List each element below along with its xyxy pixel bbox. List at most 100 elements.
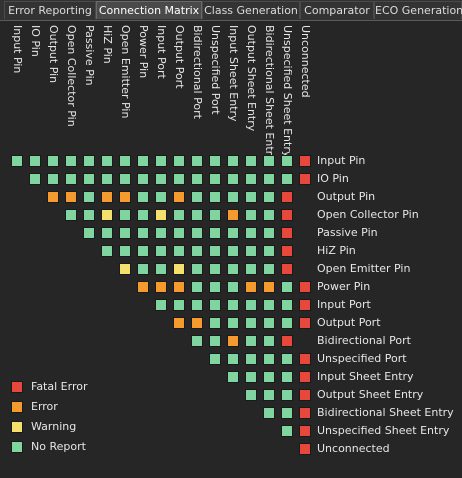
matrix-cell-input-port-input-port[interactable]: [155, 299, 167, 311]
matrix-cell-io-pin-open-emitter-pin[interactable]: [119, 173, 131, 185]
matrix-cell-output-pin-input-port[interactable]: [155, 191, 167, 203]
matrix-cell-passive-pin-output-port[interactable]: [173, 227, 185, 239]
matrix-cell-output-port-output-port[interactable]: [173, 317, 185, 329]
matrix-cell-passive-pin-open-emitter-pin[interactable]: [119, 227, 131, 239]
matrix-cell-input-pin-bidirectional-sheet-entry[interactable]: [263, 155, 275, 167]
matrix-cell-open-emitter-pin-unspecified-sheet-entry[interactable]: [281, 263, 293, 275]
matrix-cell-io-pin-open-collector-pin[interactable]: [65, 173, 77, 185]
matrix-cell-hiz-pin-input-sheet-entry[interactable]: [227, 245, 239, 257]
matrix-cell-io-pin-output-sheet-entry[interactable]: [245, 173, 257, 185]
matrix-cell-io-pin-output-port[interactable]: [173, 173, 185, 185]
matrix-cell-output-pin-bidirectional-sheet-entry[interactable]: [263, 191, 275, 203]
matrix-cell-bidirectional-port-bidirectional-port[interactable]: [191, 335, 203, 347]
matrix-cell-open-collector-pin-output-port[interactable]: [173, 209, 185, 221]
matrix-cell-passive-pin-input-sheet-entry[interactable]: [227, 227, 239, 239]
matrix-cell-open-collector-pin-unspecified-sheet-entry[interactable]: [281, 209, 293, 221]
matrix-cell-input-pin-unspecified-sheet-entry[interactable]: [281, 155, 293, 167]
matrix-cell-io-pin-unconnected[interactable]: [299, 173, 311, 185]
matrix-cell-unconnected-unconnected[interactable]: [299, 443, 311, 455]
matrix-cell-passive-pin-unspecified-sheet-entry[interactable]: [281, 227, 293, 239]
matrix-cell-input-port-input-sheet-entry[interactable]: [227, 299, 239, 311]
matrix-cell-output-sheet-entry-bidirectional-sheet-entry[interactable]: [263, 389, 275, 401]
matrix-cell-power-pin-input-sheet-entry[interactable]: [227, 281, 239, 293]
matrix-cell-passive-pin-passive-pin[interactable]: [83, 227, 95, 239]
matrix-cell-power-pin-power-pin[interactable]: [137, 281, 149, 293]
matrix-cell-bidirectional-sheet-entry-unconnected[interactable]: [299, 407, 311, 419]
matrix-cell-io-pin-bidirectional-port[interactable]: [191, 173, 203, 185]
matrix-cell-hiz-pin-input-port[interactable]: [155, 245, 167, 257]
matrix-cell-passive-pin-output-sheet-entry[interactable]: [245, 227, 257, 239]
matrix-cell-io-pin-bidirectional-sheet-entry[interactable]: [263, 173, 275, 185]
matrix-cell-output-pin-unspecified-sheet-entry[interactable]: [281, 191, 293, 203]
matrix-cell-open-collector-pin-open-collector-pin[interactable]: [65, 209, 77, 221]
matrix-cell-input-port-output-sheet-entry[interactable]: [245, 299, 257, 311]
matrix-cell-output-pin-input-sheet-entry[interactable]: [227, 191, 239, 203]
matrix-cell-io-pin-unspecified-port[interactable]: [209, 173, 221, 185]
matrix-cell-unspecified-port-unspecified-sheet-entry[interactable]: [281, 353, 293, 365]
matrix-cell-input-pin-hiz-pin[interactable]: [101, 155, 113, 167]
matrix-cell-input-port-unconnected[interactable]: [299, 299, 311, 311]
matrix-cell-unspecified-port-unspecified-port[interactable]: [209, 353, 221, 365]
matrix-cell-output-pin-output-port[interactable]: [173, 191, 185, 203]
matrix-cell-open-collector-pin-passive-pin[interactable]: [83, 209, 95, 221]
matrix-cell-hiz-pin-output-port[interactable]: [173, 245, 185, 257]
matrix-cell-output-sheet-entry-unconnected[interactable]: [299, 389, 311, 401]
matrix-cell-passive-pin-bidirectional-port[interactable]: [191, 227, 203, 239]
matrix-cell-open-emitter-pin-bidirectional-sheet-entry[interactable]: [263, 263, 275, 275]
matrix-cell-input-sheet-entry-unconnected[interactable]: [299, 371, 311, 383]
matrix-cell-output-pin-output-sheet-entry[interactable]: [245, 191, 257, 203]
matrix-cell-input-sheet-entry-output-sheet-entry[interactable]: [245, 371, 257, 383]
matrix-cell-input-pin-input-pin[interactable]: [11, 155, 23, 167]
matrix-cell-hiz-pin-power-pin[interactable]: [137, 245, 149, 257]
matrix-cell-open-collector-pin-bidirectional-sheet-entry[interactable]: [263, 209, 275, 221]
matrix-cell-input-pin-open-collector-pin[interactable]: [65, 155, 77, 167]
matrix-cell-power-pin-bidirectional-sheet-entry[interactable]: [263, 281, 275, 293]
matrix-cell-output-pin-hiz-pin[interactable]: [101, 191, 113, 203]
matrix-cell-bidirectional-sheet-entry-bidirectional-sheet-entry[interactable]: [263, 407, 275, 419]
matrix-cell-output-port-bidirectional-sheet-entry[interactable]: [263, 317, 275, 329]
matrix-cell-unspecified-sheet-entry-unspecified-sheet-entry[interactable]: [281, 425, 293, 437]
matrix-cell-output-sheet-entry-unspecified-sheet-entry[interactable]: [281, 389, 293, 401]
matrix-cell-io-pin-input-port[interactable]: [155, 173, 167, 185]
matrix-cell-bidirectional-port-unspecified-sheet-entry[interactable]: [281, 335, 293, 347]
matrix-cell-open-collector-pin-bidirectional-port[interactable]: [191, 209, 203, 221]
matrix-cell-output-pin-bidirectional-port[interactable]: [191, 191, 203, 203]
matrix-cell-open-collector-pin-input-sheet-entry[interactable]: [227, 209, 239, 221]
matrix-cell-power-pin-input-port[interactable]: [155, 281, 167, 293]
matrix-cell-open-emitter-pin-open-emitter-pin[interactable]: [119, 263, 131, 275]
matrix-cell-open-collector-pin-hiz-pin[interactable]: [101, 209, 113, 221]
matrix-cell-bidirectional-port-output-sheet-entry[interactable]: [245, 335, 257, 347]
matrix-cell-unspecified-port-input-sheet-entry[interactable]: [227, 353, 239, 365]
matrix-cell-output-port-bidirectional-port[interactable]: [191, 317, 203, 329]
matrix-cell-output-pin-power-pin[interactable]: [137, 191, 149, 203]
matrix-cell-output-pin-unspecified-port[interactable]: [209, 191, 221, 203]
matrix-cell-io-pin-unspecified-sheet-entry[interactable]: [281, 173, 293, 185]
matrix-cell-output-port-unspecified-port[interactable]: [209, 317, 221, 329]
matrix-cell-power-pin-output-sheet-entry[interactable]: [245, 281, 257, 293]
matrix-cell-passive-pin-input-port[interactable]: [155, 227, 167, 239]
matrix-cell-bidirectional-port-unspecified-port[interactable]: [209, 335, 221, 347]
matrix-cell-input-pin-output-port[interactable]: [173, 155, 185, 167]
matrix-cell-hiz-pin-bidirectional-port[interactable]: [191, 245, 203, 257]
matrix-cell-input-pin-unspecified-port[interactable]: [209, 155, 221, 167]
matrix-cell-open-collector-pin-input-port[interactable]: [155, 209, 167, 221]
matrix-cell-input-pin-power-pin[interactable]: [137, 155, 149, 167]
matrix-cell-output-pin-open-collector-pin[interactable]: [65, 191, 77, 203]
matrix-cell-power-pin-unconnected[interactable]: [299, 281, 311, 293]
matrix-cell-power-pin-unspecified-port[interactable]: [209, 281, 221, 293]
matrix-cell-open-emitter-pin-input-sheet-entry[interactable]: [227, 263, 239, 275]
matrix-cell-input-pin-output-pin[interactable]: [47, 155, 59, 167]
matrix-cell-output-port-input-sheet-entry[interactable]: [227, 317, 239, 329]
matrix-cell-hiz-pin-hiz-pin[interactable]: [101, 245, 113, 257]
matrix-cell-input-pin-unconnected[interactable]: [299, 155, 311, 167]
matrix-cell-input-pin-open-emitter-pin[interactable]: [119, 155, 131, 167]
matrix-cell-io-pin-io-pin[interactable]: [29, 173, 41, 185]
matrix-cell-hiz-pin-bidirectional-sheet-entry[interactable]: [263, 245, 275, 257]
tab-eco-generation[interactable]: ECO Generation: [374, 1, 462, 19]
matrix-cell-input-port-unspecified-port[interactable]: [209, 299, 221, 311]
matrix-cell-output-port-output-sheet-entry[interactable]: [245, 317, 257, 329]
matrix-cell-output-pin-output-pin[interactable]: [47, 191, 59, 203]
matrix-cell-hiz-pin-unspecified-sheet-entry[interactable]: [281, 245, 293, 257]
matrix-cell-open-emitter-pin-power-pin[interactable]: [137, 263, 149, 275]
matrix-cell-input-pin-input-port[interactable]: [155, 155, 167, 167]
